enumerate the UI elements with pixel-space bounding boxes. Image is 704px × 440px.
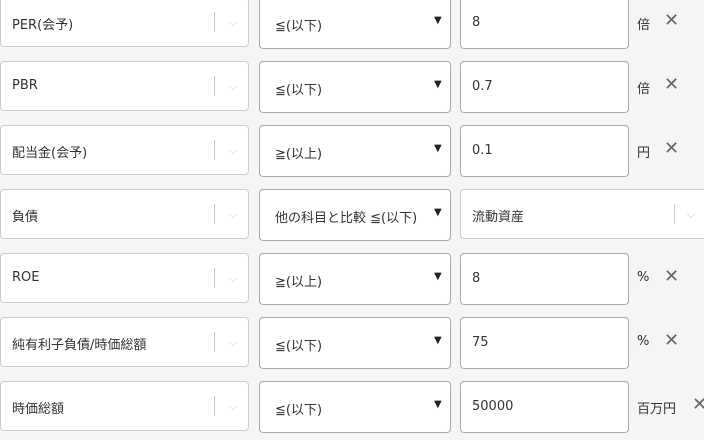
condition-row: 純有利子負債/時価総額 ⌵ ≦(以下) ▼ 75 % ✕ — [0, 317, 704, 369]
value-input[interactable]: 75 — [460, 317, 629, 369]
condition-row: 配当金(会予) ⌵ ≧(以上) ▼ 0.1 円 ✕ — [0, 125, 704, 177]
unit-label: 倍 — [637, 18, 651, 33]
operator-select[interactable]: ≧(以上) ▼ — [259, 253, 451, 305]
value-text: 50000 — [472, 399, 514, 414]
operator-label: ≦(以下) — [275, 403, 323, 418]
divider — [214, 396, 215, 416]
operator-select[interactable]: ≦(以下) ▼ — [259, 61, 451, 113]
remove-condition-icon[interactable]: ✕ — [664, 10, 680, 31]
field-select[interactable]: PBR ⌵ — [0, 61, 249, 111]
divider — [674, 204, 675, 224]
field-label: PBR — [12, 78, 38, 93]
operator-label: ≦(以下) — [275, 19, 323, 34]
remove-condition-icon[interactable]: ✕ — [692, 394, 704, 415]
dropdown-arrow-icon: ▼ — [434, 207, 442, 218]
condition-row: PBR ⌵ ≦(以下) ▼ 0.7 倍 ✕ — [0, 61, 704, 113]
chevron-down-icon[interactable]: ⌵ — [686, 207, 696, 221]
remove-condition-icon[interactable]: ✕ — [664, 138, 680, 159]
field-select[interactable]: PER(会予) ⌵ — [0, 0, 249, 47]
remove-condition-icon[interactable]: ✕ — [664, 330, 680, 351]
remove-condition-icon[interactable]: ✕ — [664, 74, 680, 95]
dropdown-arrow-icon: ▼ — [434, 79, 442, 90]
field-label: PER(会予) — [12, 18, 74, 33]
field-select[interactable]: 配当金(会予) ⌵ — [0, 125, 249, 175]
operator-select[interactable]: ≧(以上) ▼ — [259, 125, 451, 177]
unit-label: 倍 — [637, 82, 651, 97]
dropdown-arrow-icon: ▼ — [434, 15, 442, 26]
compare-field-select[interactable]: 流動資産 ⌵ — [460, 189, 704, 239]
divider — [214, 332, 215, 352]
value-text: 0.7 — [472, 79, 493, 94]
operator-label: 他の科目と比較 ≦(以下) — [275, 211, 418, 226]
field-label: 純有利子負債/時価総額 — [12, 338, 147, 353]
chevron-down-icon[interactable]: ⌵ — [228, 207, 238, 221]
value-text: 8 — [472, 15, 481, 30]
value-text: 8 — [472, 271, 481, 286]
value-text: 75 — [472, 335, 489, 350]
operator-select[interactable]: ≦(以下) ▼ — [259, 381, 451, 433]
operator-label: ≦(以下) — [275, 83, 323, 98]
unit-label: % — [637, 270, 650, 285]
field-label: ROE — [12, 270, 40, 285]
remove-condition-icon[interactable]: ✕ — [664, 266, 680, 287]
compare-field-label: 流動資産 — [472, 210, 525, 225]
unit-label: 百万円 — [637, 402, 677, 417]
operator-label: ≦(以下) — [275, 339, 323, 354]
dropdown-arrow-icon: ▼ — [434, 399, 442, 410]
chevron-down-icon[interactable]: ⌵ — [228, 335, 238, 349]
chevron-down-icon[interactable]: ⌵ — [228, 271, 238, 285]
divider — [214, 140, 215, 160]
value-input[interactable]: 50000 — [460, 381, 629, 433]
field-label: 配当金(会予) — [12, 146, 88, 161]
field-label: 負債 — [12, 210, 39, 225]
divider — [214, 268, 215, 288]
field-select[interactable]: 時価総額 ⌵ — [0, 381, 249, 431]
condition-row: PER(会予) ⌵ ≦(以下) ▼ 8 倍 ✕ — [0, 0, 704, 49]
dropdown-arrow-icon: ▼ — [434, 143, 442, 154]
unit-label: % — [637, 334, 650, 349]
divider — [214, 76, 215, 96]
chevron-down-icon[interactable]: ⌵ — [228, 79, 238, 93]
operator-select[interactable]: ≦(以下) ▼ — [259, 0, 451, 49]
field-select[interactable]: 純有利子負債/時価総額 ⌵ — [0, 317, 249, 367]
dropdown-arrow-icon: ▼ — [434, 271, 442, 282]
field-label: 時価総額 — [12, 402, 65, 417]
value-input[interactable]: 8 — [460, 0, 629, 49]
value-input[interactable]: 0.1 — [460, 125, 629, 177]
chevron-down-icon[interactable]: ⌵ — [228, 143, 238, 157]
divider — [214, 12, 215, 32]
dropdown-arrow-icon: ▼ — [434, 335, 442, 346]
condition-row: ROE ⌵ ≧(以上) ▼ 8 % ✕ — [0, 253, 704, 305]
operator-label: ≧(以上) — [275, 275, 323, 290]
field-select[interactable]: 負債 ⌵ — [0, 189, 249, 239]
condition-row: 時価総額 ⌵ ≦(以下) ▼ 50000 百万円 ✕ — [0, 381, 704, 433]
value-input[interactable]: 8 — [460, 253, 629, 305]
value-text: 0.1 — [472, 143, 493, 158]
operator-select[interactable]: ≦(以下) ▼ — [259, 317, 451, 369]
divider — [214, 204, 215, 224]
chevron-down-icon[interactable]: ⌵ — [228, 15, 238, 29]
chevron-down-icon[interactable]: ⌵ — [228, 399, 238, 413]
condition-row: 負債 ⌵ 他の科目と比較 ≦(以下) ▼ 流動資産 ⌵ — [0, 189, 704, 241]
field-select[interactable]: ROE ⌵ — [0, 253, 249, 303]
operator-select[interactable]: 他の科目と比較 ≦(以下) ▼ — [259, 189, 451, 241]
value-input[interactable]: 0.7 — [460, 61, 629, 113]
operator-label: ≧(以上) — [275, 147, 323, 162]
unit-label: 円 — [637, 146, 651, 161]
